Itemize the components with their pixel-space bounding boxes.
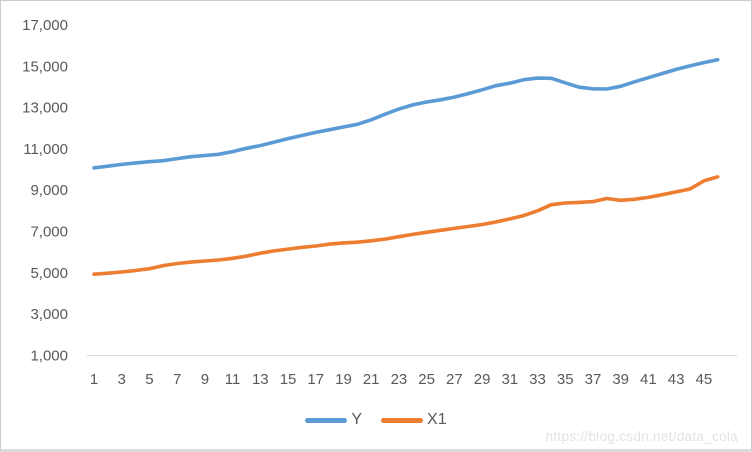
legend-item-x1: X1 [381, 412, 447, 428]
series-line-Y [92, 57, 720, 170]
series-line-X1 [92, 175, 720, 277]
x-axis-tick-label: 31 [501, 371, 518, 388]
y-axis-tick-label: 13,000 [22, 100, 68, 117]
x-axis-tick-label: 23 [391, 371, 408, 388]
y-axis-tick-label: 7,000 [30, 224, 68, 241]
y-axis-tick-label: 9,000 [30, 182, 68, 199]
x-axis-tick-label: 35 [557, 371, 574, 388]
x-axis-tick-label: 5 [145, 371, 153, 388]
legend-label-x1: X1 [427, 411, 447, 428]
x-axis-tick-label: 25 [418, 371, 435, 388]
x-axis-tick-label: 3 [118, 371, 126, 388]
y-axis-tick-label: 1,000 [30, 347, 68, 364]
x-axis-tick-label: 11 [225, 371, 241, 388]
x-axis-tick-label: 39 [612, 371, 629, 388]
x-axis-tick-label: 13 [252, 371, 269, 388]
x-axis-tick-label: 21 [363, 371, 380, 388]
y-axis-tick-label: 17,000 [22, 17, 68, 34]
y-axis-tick-label: 5,000 [30, 265, 68, 282]
x-axis-tick-label: 15 [280, 371, 297, 388]
x-axis-tick-label: 41 [640, 371, 657, 388]
x-axis-tick-label: 1 [90, 371, 98, 388]
x-axis-tick-label: 43 [668, 371, 685, 388]
legend-item-y: Y [305, 412, 362, 428]
legend: Y X1 [1, 412, 751, 428]
x-axis-tick-label: 27 [446, 371, 463, 388]
legend-swatch-x1 [381, 417, 424, 423]
x-axis-tick-label: 17 [307, 371, 324, 388]
x-axis-tick-label: 9 [201, 371, 209, 388]
y-axis-tick-label: 3,000 [30, 306, 68, 323]
watermark: https://blog.csdn.net/data_cola [545, 429, 738, 444]
legend-label-y: Y [351, 411, 363, 428]
x-axis-tick-label: 45 [695, 371, 712, 388]
y-axis-tick-label: 15,000 [22, 58, 68, 75]
x-axis-tick-label: 7 [173, 371, 181, 388]
legend-swatch-y [305, 417, 348, 423]
x-axis-tick-label: 37 [585, 371, 602, 388]
y-axis-tick-label: 11,000 [23, 141, 68, 158]
x-axis-tick-label: 19 [335, 371, 352, 388]
x-axis-tick-label: 33 [529, 371, 546, 388]
x-axis-tick-label: 29 [474, 371, 491, 388]
